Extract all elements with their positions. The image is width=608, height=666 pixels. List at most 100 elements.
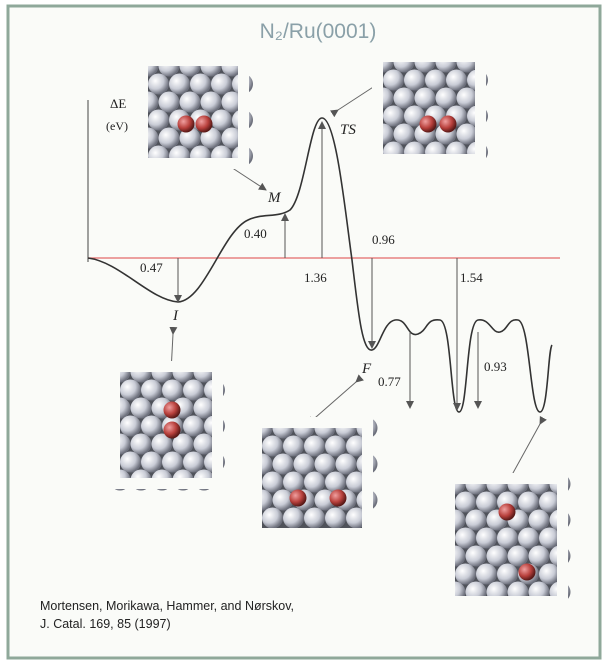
- ru-atom: [508, 546, 529, 567]
- n-atom: [164, 402, 181, 419]
- ru-atom: [148, 110, 169, 131]
- ru-atom: [283, 472, 304, 493]
- panel-mask: [251, 417, 373, 428]
- energy-label: 0.96: [372, 232, 395, 247]
- n-atom: [178, 116, 195, 133]
- ru-atom: [131, 434, 152, 455]
- n-atom: [420, 116, 437, 133]
- ru-atom: [262, 472, 283, 493]
- title: N₂/Ru(0001): [260, 20, 377, 43]
- ru-atom: [183, 380, 204, 401]
- page: N₂/Ru(0001) ΔE (eV) 0.47 0.40 1.36 0.96 …: [0, 0, 608, 666]
- panel-mask: [212, 361, 223, 489]
- ru-atom: [283, 436, 304, 457]
- panel-mask: [444, 596, 568, 607]
- ru-atom: [194, 398, 215, 419]
- ru-atom: [455, 564, 476, 585]
- ru-atom: [415, 88, 436, 109]
- panel-mask: [137, 158, 249, 169]
- ru-atom: [455, 528, 476, 549]
- ru-atom: [325, 508, 346, 529]
- energy-label: 1.36: [304, 270, 327, 285]
- ru-atom: [425, 70, 446, 91]
- figure: N₂/Ru(0001) ΔE (eV) 0.47 0.40 1.36 0.96 …: [0, 0, 608, 666]
- ru-atom: [476, 564, 497, 585]
- ru-atom: [141, 380, 162, 401]
- ru-atom: [457, 88, 478, 109]
- ru-atom: [294, 454, 315, 475]
- ru-atom: [404, 70, 425, 91]
- n-atom: [196, 116, 213, 133]
- panel-mask: [251, 417, 262, 539]
- ru-atom: [539, 528, 560, 549]
- citation: J. Catal. 169, 85 (1997): [40, 617, 171, 631]
- panel-mask: [475, 51, 486, 165]
- panel-mask: [557, 473, 568, 607]
- panel-mask: [109, 478, 223, 489]
- panel-mask: [137, 55, 249, 66]
- n-atom: [330, 490, 347, 507]
- state-label: I: [172, 308, 179, 324]
- panel-mask: [362, 417, 373, 539]
- ru-atom: [315, 454, 336, 475]
- state-label: TS: [340, 122, 356, 138]
- ru-atom: [497, 528, 518, 549]
- ru-atom: [120, 380, 141, 401]
- surface-panel: [137, 55, 253, 169]
- panel-mask: [137, 55, 148, 169]
- ru-atom: [141, 452, 162, 473]
- panel-mask: [109, 361, 223, 372]
- ru-atom: [476, 528, 497, 549]
- ru-atom: [159, 128, 180, 149]
- axis-label: ΔE: [110, 96, 126, 111]
- panel-mask: [372, 51, 486, 62]
- n-atom: [519, 564, 536, 581]
- n-atom: [440, 116, 457, 133]
- ru-atom: [283, 508, 304, 529]
- state-label: F: [361, 361, 372, 377]
- ru-atom: [190, 74, 211, 95]
- ru-atom: [120, 416, 141, 437]
- ru-atom: [529, 546, 550, 567]
- ru-atom: [539, 564, 560, 585]
- ru-atom: [446, 70, 467, 91]
- ru-atom: [304, 508, 325, 529]
- ru-atom: [162, 452, 183, 473]
- ru-atom: [539, 492, 560, 513]
- energy-label: 0.77: [378, 374, 401, 389]
- panel-mask: [238, 55, 249, 169]
- ru-atom: [466, 510, 487, 531]
- ru-atom: [325, 436, 346, 457]
- ru-atom: [518, 492, 539, 513]
- surface-panel: [251, 417, 378, 539]
- ru-atom: [325, 472, 346, 493]
- surface-panel: [444, 473, 571, 607]
- ru-atom: [262, 436, 283, 457]
- ru-atom: [476, 492, 497, 513]
- ru-atom: [194, 434, 215, 455]
- panel-mask: [109, 361, 120, 489]
- ru-atom: [383, 70, 404, 91]
- ru-atom: [120, 452, 141, 473]
- ru-atom: [394, 88, 415, 109]
- panel-mask: [372, 51, 383, 165]
- ru-atom: [148, 74, 169, 95]
- energy-label: 0.40: [244, 226, 267, 241]
- ru-atom: [162, 380, 183, 401]
- ru-atom: [273, 454, 294, 475]
- ru-atom: [436, 88, 457, 109]
- ru-atom: [159, 92, 180, 113]
- energy-label: 0.47: [140, 260, 163, 275]
- state-label: M: [267, 190, 282, 206]
- ru-atom: [518, 528, 539, 549]
- ru-atom: [529, 510, 550, 531]
- energy-label: 1.54: [460, 270, 483, 285]
- surface-panel: [372, 51, 488, 165]
- ru-atom: [262, 508, 283, 529]
- ru-atom: [394, 124, 415, 145]
- ru-atom: [457, 124, 478, 145]
- ru-atom: [211, 74, 232, 95]
- ru-atom: [183, 452, 204, 473]
- ru-atom: [131, 398, 152, 419]
- ru-atom: [304, 472, 325, 493]
